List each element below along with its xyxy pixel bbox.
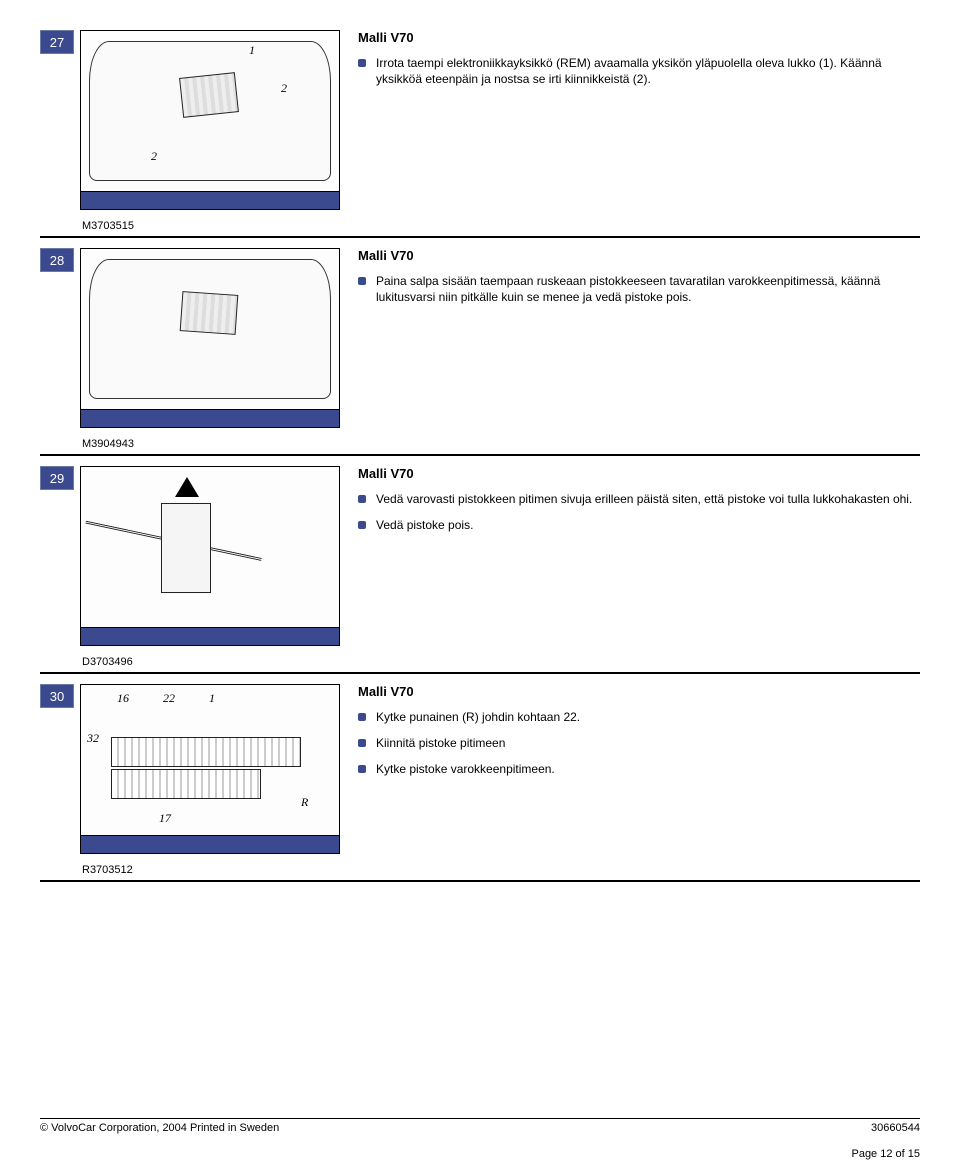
bullet-text: Kytke pistoke varokkeenpitimeen. — [358, 761, 920, 777]
bullet-text: Vedä pistoke pois. — [358, 517, 920, 533]
callout-2a: 2 — [281, 81, 287, 96]
image-footer — [81, 627, 339, 645]
step-image — [80, 248, 340, 428]
callout-17: 17 — [159, 811, 171, 826]
step-29: 29 Malli V70 Vedä varovasti pistokkeen p… — [40, 456, 920, 646]
callout-22: 22 — [163, 691, 175, 706]
callout-1: 1 — [249, 43, 255, 58]
callout-2b: 2 — [151, 149, 157, 164]
step-title: Malli V70 — [358, 466, 920, 481]
step-image: 1 2 2 — [80, 30, 340, 210]
step-image — [80, 466, 340, 646]
image-footer — [81, 835, 339, 853]
step-number: 27 — [40, 30, 74, 54]
step-title: Malli V70 — [358, 30, 920, 45]
image-id: M3904943 — [82, 438, 920, 450]
callout-32: 32 — [87, 731, 99, 746]
footer-copyright: © VolvoCar Corporation, 2004 Printed in … — [40, 1118, 920, 1134]
image-id: R3703512 — [82, 864, 920, 876]
step-title: Malli V70 — [358, 684, 920, 699]
copyright-text: © VolvoCar Corporation, 2004 Printed in … — [40, 1122, 279, 1134]
doc-number: 30660544 — [871, 1122, 920, 1134]
step-number: 29 — [40, 466, 74, 490]
page-number: Page 12 of 15 — [851, 1148, 920, 1160]
step-number: 30 — [40, 684, 74, 708]
step-27: 27 1 2 2 Malli V70 Irrota taempi elektro… — [40, 20, 920, 210]
callout-r: R — [301, 795, 308, 810]
image-id: M3703515 — [82, 220, 920, 232]
divider — [40, 880, 920, 882]
step-image: 16 22 1 32 17 R — [80, 684, 340, 854]
bullet-text: Paina salpa sisään taempaan ruskeaan pis… — [358, 273, 920, 305]
image-id: D3703496 — [82, 656, 920, 668]
bullet-text: Kytke punainen (R) johdin kohtaan 22. — [358, 709, 920, 725]
bullet-text: Irrota taempi elektroniikkayksikkö (REM)… — [358, 55, 920, 87]
step-28: 28 Malli V70 Paina salpa sisään taempaan… — [40, 238, 920, 428]
image-footer — [81, 191, 339, 209]
callout-16: 16 — [117, 691, 129, 706]
image-footer — [81, 409, 339, 427]
step-30: 30 16 22 1 32 17 R Malli V70 Kytke punai… — [40, 674, 920, 854]
step-number: 28 — [40, 248, 74, 272]
callout-1: 1 — [209, 691, 215, 706]
bullet-text: Kiinnitä pistoke pitimeen — [358, 735, 920, 751]
bullet-text: Vedä varovasti pistokkeen pitimen sivuja… — [358, 491, 920, 507]
step-title: Malli V70 — [358, 248, 920, 263]
